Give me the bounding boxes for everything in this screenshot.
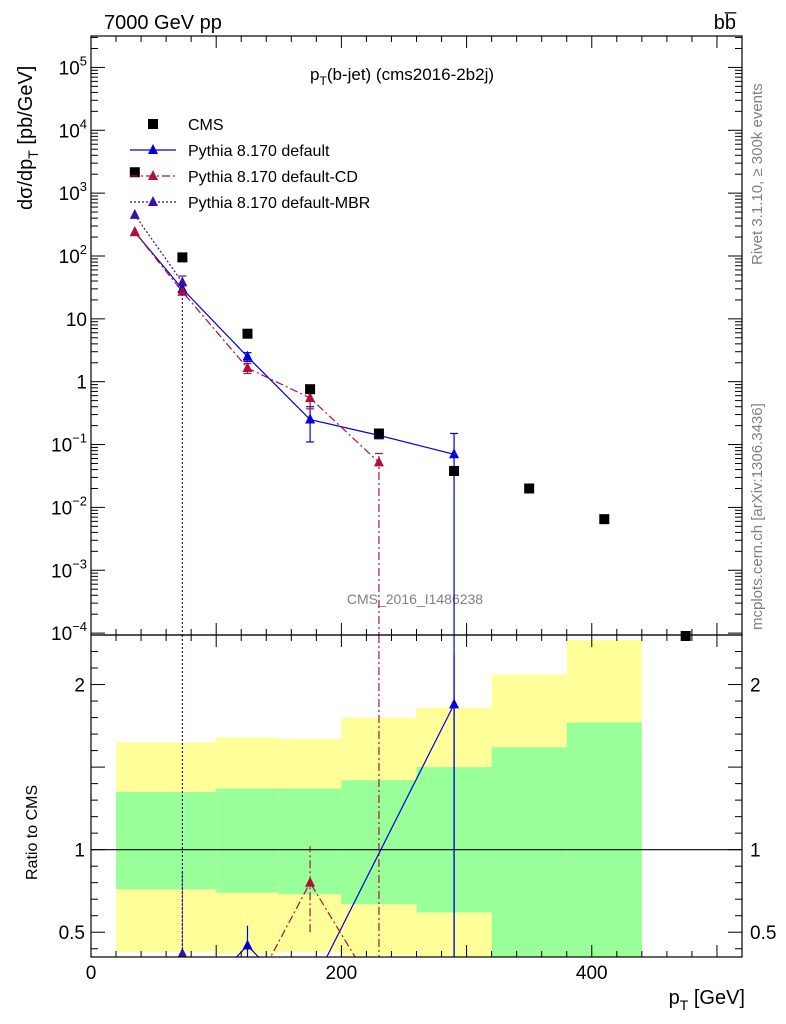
x-axis-label: pT [GeV] — [669, 987, 745, 1013]
cms-marker — [680, 630, 691, 641]
cms-marker — [129, 167, 140, 178]
ratio-tick-label-right: 1 — [750, 841, 761, 862]
plot-title: pT(b-jet) (cms2016-2b2j) — [310, 65, 494, 88]
y-axis-label: dσ/dpT [pb/GeV] — [15, 66, 41, 210]
y-tick-label: 102 — [59, 242, 87, 268]
legend-marker — [148, 170, 158, 180]
ratio-tick-label-right: 2 — [750, 676, 761, 697]
legend-label: Pythia 8.170 default-MBR — [188, 195, 370, 212]
series-marker — [449, 448, 460, 459]
y-tick-label: 10−4 — [51, 619, 87, 645]
ratio-band-inner — [566, 722, 642, 957]
ratio-band-inner — [491, 747, 567, 957]
legend-marker — [148, 196, 158, 206]
series-marker — [242, 362, 253, 373]
main-lines — [129, 208, 460, 957]
legend-label: Pythia 8.170 default — [188, 143, 330, 160]
ratio-marker — [242, 939, 253, 950]
y-tick-label: 10 — [66, 310, 87, 331]
ratio-tick-label-left: 0.5 — [59, 923, 85, 944]
ratio-y-axis-label: Ratio to CMS — [24, 785, 41, 880]
ratio-tick-label-left: 1 — [74, 841, 85, 862]
legend-label: CMS — [188, 117, 224, 134]
y-tick-label: 10−1 — [51, 431, 87, 457]
ratio-marker — [305, 876, 316, 887]
series-marker — [305, 413, 316, 424]
ratio-bands — [116, 639, 642, 957]
ratio-tick-label-right: 0.5 — [750, 923, 776, 944]
cms-marker — [449, 465, 460, 476]
rivet-label: Rivet 3.1.10, ≥ 300k events — [749, 83, 766, 265]
legend-marker — [148, 144, 158, 154]
y-tick-label: 103 — [59, 179, 87, 205]
axes: 0 200 40010510410310210110−110−210−310−40.… — [51, 35, 776, 984]
ratio-tick-label-left: 2 — [74, 676, 85, 697]
series-line — [134, 214, 183, 283]
series-marker — [373, 456, 384, 467]
cms-marker — [599, 514, 610, 525]
y-tick-label: 10−2 — [51, 493, 87, 519]
cms-marker — [373, 428, 384, 439]
y-tick-label: 104 — [59, 116, 87, 142]
legend: CMS Pythia 8.170 default Pythia 8.170 defa… — [130, 117, 370, 212]
series-line — [134, 231, 380, 463]
cms-marker — [242, 328, 253, 339]
x-tick-label: 400 — [576, 963, 608, 984]
cms-marker — [524, 483, 535, 494]
cms-marker — [305, 384, 316, 395]
header-right: bb̅ — [714, 11, 737, 34]
legend-marker-cms — [148, 119, 158, 129]
series-marker — [177, 276, 188, 287]
analysis-watermark: CMS_2016_I1486238 — [347, 591, 483, 607]
header-left: 7000 GeV pp — [104, 12, 222, 34]
series-marker — [129, 208, 140, 219]
y-tick-label: 105 — [59, 53, 87, 79]
main-markers — [129, 167, 691, 641]
x-tick-label: 0 — [86, 963, 97, 984]
y-tick-label: 1 — [76, 373, 87, 394]
ratio-band-inner — [116, 791, 217, 890]
series-marker — [242, 350, 253, 361]
legend-label: Pythia 8.170 default-CD — [188, 169, 358, 186]
series-marker — [129, 226, 140, 237]
series-marker — [305, 392, 316, 403]
series-line — [134, 231, 455, 455]
mcplots-label: mcplots.cern.ch [arXiv:1306.3436] — [749, 403, 766, 630]
y-tick-label: 10−3 — [51, 556, 87, 582]
cms-marker — [177, 252, 188, 263]
ratio-band-inner — [216, 788, 279, 893]
x-tick-label: 200 — [326, 963, 358, 984]
